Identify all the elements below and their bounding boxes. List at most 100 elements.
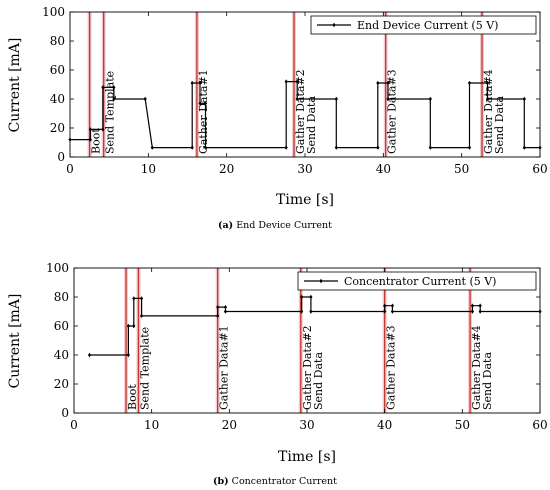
event-annotation: Boot bbox=[126, 384, 139, 410]
x-axis-label: Time [s] bbox=[276, 192, 334, 208]
event-annotation: Gather Data#2 bbox=[294, 69, 307, 154]
x-tick-label: 30 bbox=[297, 162, 312, 176]
x-tick-label: 60 bbox=[532, 418, 547, 432]
data-point bbox=[132, 323, 136, 329]
event-annotation: Gather Data#3 bbox=[385, 325, 398, 410]
data-point bbox=[203, 145, 208, 150]
data-point bbox=[538, 145, 542, 150]
event-annotation: Send Template bbox=[138, 327, 151, 410]
data-point bbox=[470, 309, 475, 314]
event-annotation: Send Data bbox=[481, 352, 494, 410]
data-point bbox=[383, 309, 387, 314]
data-point bbox=[284, 79, 288, 84]
legend-box bbox=[297, 271, 537, 291]
x-tick-label: 30 bbox=[299, 418, 314, 432]
data-point bbox=[87, 352, 92, 358]
data-point bbox=[223, 309, 228, 314]
data-point bbox=[223, 304, 228, 310]
y-tick-label: 20 bbox=[54, 377, 69, 391]
caption-a-text: End Device Current bbox=[236, 220, 332, 231]
data-point bbox=[295, 96, 299, 102]
y-tick-label: 40 bbox=[50, 92, 65, 106]
x-tick-label: 40 bbox=[376, 162, 391, 176]
data-point bbox=[428, 145, 432, 150]
chart-a: 0 10 20 30 40 50 60 0 20 40 60 80 100 Time [s] Current… bbox=[7, 5, 548, 208]
x-tick-label: 20 bbox=[222, 418, 237, 432]
plot-frame bbox=[69, 11, 541, 158]
y-tick-label: 80 bbox=[54, 290, 69, 304]
data-point bbox=[190, 145, 194, 150]
y-tick-label: 60 bbox=[50, 63, 65, 77]
event-annotation: Send Data bbox=[312, 352, 325, 410]
data-point bbox=[299, 309, 304, 314]
data-point bbox=[190, 80, 194, 86]
data-point bbox=[68, 137, 72, 142]
x-tick-label: 40 bbox=[377, 418, 392, 432]
legend-marker bbox=[332, 22, 336, 28]
y-tick-label: 40 bbox=[54, 348, 69, 362]
x-tick-label: 60 bbox=[532, 162, 547, 176]
legend-marker bbox=[319, 278, 323, 284]
data-point bbox=[88, 137, 92, 142]
plot-frame bbox=[73, 267, 541, 414]
data-point bbox=[428, 96, 432, 102]
data-point bbox=[112, 85, 116, 90]
y-tick-label: 100 bbox=[46, 261, 69, 275]
y-tick-label: 0 bbox=[61, 406, 69, 420]
x-tick-label: 0 bbox=[66, 162, 74, 176]
event-annotation: Gather Data#2 bbox=[301, 325, 314, 410]
data-point bbox=[485, 80, 490, 86]
data-point bbox=[309, 294, 313, 300]
data-point bbox=[390, 309, 395, 314]
event-annotation: Gather Data#3 bbox=[386, 69, 399, 154]
series-line-0 bbox=[70, 81, 540, 149]
data-point bbox=[88, 127, 92, 132]
event-annotation: Gather Data#4 bbox=[482, 69, 495, 154]
data-point bbox=[139, 296, 144, 301]
data-point bbox=[467, 145, 472, 150]
x-tick-label: 10 bbox=[144, 418, 159, 432]
y-axis-label: Current [mA] bbox=[7, 294, 23, 389]
event-annotation: Gather Data#1 bbox=[218, 325, 231, 410]
caption-a-label: (a) bbox=[218, 220, 234, 231]
data-point bbox=[467, 80, 472, 86]
event-annotation: Boot bbox=[90, 128, 103, 154]
data-point bbox=[203, 101, 208, 106]
data-point bbox=[470, 303, 475, 308]
x-tick-label: 50 bbox=[455, 418, 470, 432]
caption-b-label: (b) bbox=[213, 476, 229, 487]
legend-box bbox=[310, 15, 537, 35]
x-axis-label: Time [s] bbox=[278, 449, 336, 465]
caption-a: (a) End Device Current bbox=[0, 220, 550, 231]
x-tick-label: 50 bbox=[454, 162, 469, 176]
data-point bbox=[198, 80, 202, 86]
event-annotation: Gather Data#4 bbox=[470, 325, 483, 410]
data-point bbox=[101, 127, 105, 132]
data-point bbox=[334, 145, 338, 150]
data-point bbox=[126, 323, 130, 329]
data-point bbox=[478, 309, 482, 314]
y-tick-label: 80 bbox=[50, 34, 65, 48]
data-point bbox=[386, 80, 390, 86]
data-point bbox=[485, 96, 490, 102]
data-point bbox=[198, 101, 202, 106]
data-point bbox=[139, 313, 144, 319]
data-point bbox=[522, 145, 526, 150]
data-point bbox=[390, 303, 395, 308]
x-tick-label: 0 bbox=[70, 418, 78, 432]
caption-b-text: Concentrator Current bbox=[231, 476, 337, 487]
data-point bbox=[216, 313, 220, 319]
y-tick-label: 20 bbox=[50, 121, 65, 135]
data-point bbox=[150, 145, 154, 150]
y-tick-label: 0 bbox=[57, 150, 65, 164]
data-point bbox=[132, 296, 136, 301]
data-point bbox=[376, 80, 380, 86]
chart-b: 0 10 20 30 40 50 60 0 20 40 60 80 100 Time [s] Current… bbox=[7, 261, 548, 465]
data-point bbox=[143, 96, 147, 102]
data-point bbox=[522, 96, 526, 102]
data-point bbox=[216, 304, 220, 310]
data-point bbox=[309, 309, 313, 314]
data-point bbox=[383, 303, 387, 308]
event-annotation: Send Data bbox=[493, 96, 506, 154]
